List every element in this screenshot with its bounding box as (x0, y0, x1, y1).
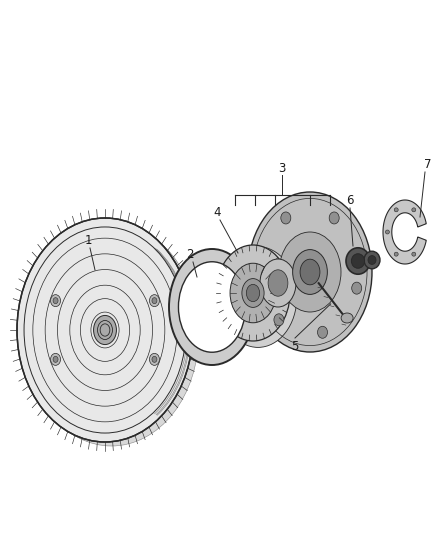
Ellipse shape (94, 316, 117, 344)
Text: 2: 2 (186, 248, 194, 262)
Ellipse shape (268, 270, 288, 296)
Ellipse shape (216, 245, 290, 341)
Ellipse shape (219, 247, 297, 348)
Ellipse shape (352, 282, 362, 294)
Polygon shape (383, 200, 426, 264)
Text: 3: 3 (278, 161, 286, 174)
Ellipse shape (53, 357, 58, 362)
Ellipse shape (346, 248, 370, 274)
Ellipse shape (364, 251, 380, 269)
Ellipse shape (329, 212, 339, 224)
Ellipse shape (281, 212, 291, 224)
Ellipse shape (152, 357, 157, 362)
Ellipse shape (318, 326, 328, 338)
Ellipse shape (257, 266, 267, 278)
Text: 7: 7 (424, 158, 432, 172)
Ellipse shape (274, 314, 284, 326)
Ellipse shape (368, 256, 376, 264)
Ellipse shape (293, 249, 327, 294)
Ellipse shape (24, 227, 186, 433)
Ellipse shape (22, 222, 197, 445)
Text: 1: 1 (84, 233, 92, 246)
Circle shape (394, 208, 398, 212)
Text: 6: 6 (346, 193, 354, 206)
Ellipse shape (24, 224, 198, 446)
Ellipse shape (300, 259, 320, 285)
Ellipse shape (242, 279, 264, 308)
Ellipse shape (149, 295, 159, 306)
Ellipse shape (351, 254, 364, 268)
Ellipse shape (53, 297, 58, 304)
Ellipse shape (20, 220, 195, 443)
Ellipse shape (341, 313, 353, 323)
Ellipse shape (248, 192, 372, 352)
Ellipse shape (50, 295, 60, 306)
Circle shape (412, 252, 416, 256)
Circle shape (385, 230, 389, 234)
Circle shape (412, 208, 416, 212)
Ellipse shape (149, 353, 159, 365)
Ellipse shape (260, 259, 296, 307)
Ellipse shape (230, 263, 276, 323)
Ellipse shape (50, 353, 60, 365)
Ellipse shape (178, 262, 246, 352)
Ellipse shape (17, 218, 193, 442)
Ellipse shape (169, 249, 255, 365)
Ellipse shape (152, 297, 157, 304)
Text: 5: 5 (291, 341, 299, 353)
Ellipse shape (246, 285, 260, 302)
Circle shape (394, 252, 398, 256)
Text: 4: 4 (213, 206, 221, 220)
Ellipse shape (279, 232, 341, 312)
